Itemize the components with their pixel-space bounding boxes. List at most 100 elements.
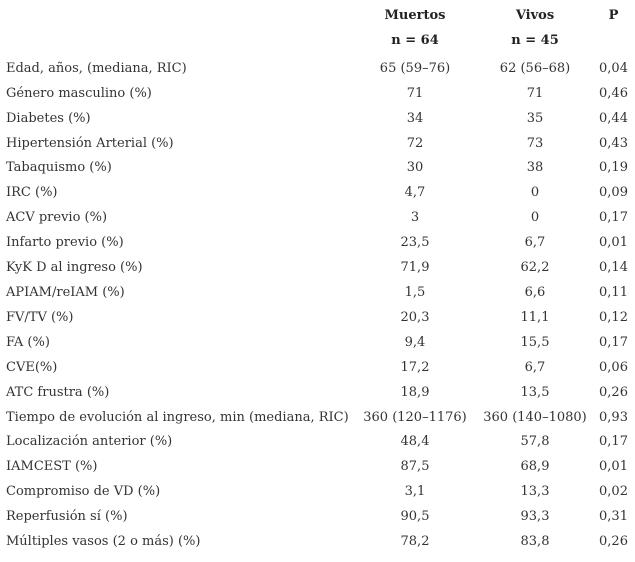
p-value: 0,17 bbox=[599, 210, 628, 226]
muertos-value: 78,2 bbox=[400, 534, 430, 550]
vivos-value: 71 bbox=[526, 85, 544, 101]
muertos-value: 9,4 bbox=[404, 334, 426, 350]
vivos-value: 0 bbox=[530, 210, 540, 226]
muertos-value: 34 bbox=[406, 110, 424, 126]
vivos-value: 0 bbox=[530, 185, 540, 201]
table-row: Compromiso de VD (%) 3,1 13,3 0,02 bbox=[0, 480, 635, 505]
p-value: 0,44 bbox=[599, 110, 628, 126]
vivos-value: 13,3 bbox=[520, 484, 550, 500]
p-value: 0,46 bbox=[599, 85, 628, 101]
table-row: FV/TV (%) 20,3 11,1 0,12 bbox=[0, 306, 635, 331]
vivos-value: 62 (56–68) bbox=[499, 60, 571, 76]
row-label: CVE(%) bbox=[6, 359, 58, 375]
vivos-count-header: n = 45 bbox=[511, 32, 559, 48]
row-label: Edad, años, (mediana, RIC) bbox=[6, 60, 187, 76]
row-label: Género masculino (%) bbox=[6, 85, 152, 101]
p-value: 0,17 bbox=[599, 434, 628, 450]
row-label: KyK D al ingreso (%) bbox=[6, 260, 143, 276]
table-row: KyK D al ingreso (%) 71,9 62,2 0,14 bbox=[0, 256, 635, 281]
p-value: 0,19 bbox=[599, 160, 628, 176]
table-body: Edad, años, (mediana, RIC) 65 (59–76) 62 (… bbox=[0, 54, 635, 555]
empty-header-cell bbox=[0, 29, 352, 54]
vivos-value: 57,8 bbox=[520, 434, 550, 450]
column-header-muertos: Muertos bbox=[384, 8, 446, 23]
muertos-value: 30 bbox=[406, 160, 424, 176]
table-row: ATC frustra (%) 18,9 13,5 0,26 bbox=[0, 381, 635, 406]
row-label: FV/TV (%) bbox=[6, 309, 74, 325]
header-row-counts: n = 64 n = 45 bbox=[0, 29, 635, 54]
muertos-value: 87,5 bbox=[400, 459, 430, 475]
table-row: APIAM/reIAM (%) 1,5 6,6 0,11 bbox=[0, 281, 635, 306]
p-value: 0,43 bbox=[599, 135, 628, 151]
vivos-value: 11,1 bbox=[520, 309, 550, 325]
table-row: CVE(%) 17,2 6,7 0,06 bbox=[0, 356, 635, 381]
muertos-value: 71 bbox=[406, 85, 424, 101]
vivos-value: 6,7 bbox=[524, 235, 546, 251]
row-label: Localización anterior (%) bbox=[6, 434, 173, 450]
vivos-value: 93,3 bbox=[520, 509, 550, 525]
vivos-value: 13,5 bbox=[520, 384, 550, 400]
p-value: 0,93 bbox=[599, 409, 628, 425]
muertos-value: 17,2 bbox=[400, 359, 430, 375]
table-row: Múltiples vasos (2 o más) (%) 78,2 83,8 0,2… bbox=[0, 530, 635, 555]
p-value: 0,09 bbox=[599, 185, 628, 201]
p-value: 0,14 bbox=[599, 260, 628, 276]
table-row: IAMCEST (%) 87,5 68,9 0,01 bbox=[0, 455, 635, 480]
table-row: ACV previo (%) 3 0 0,17 bbox=[0, 206, 635, 231]
empty-header-cell bbox=[592, 29, 635, 54]
table-row: Edad, años, (mediana, RIC) 65 (59–76) 62 (… bbox=[0, 54, 635, 82]
muertos-value: 20,3 bbox=[400, 309, 430, 325]
p-value: 0,04 bbox=[599, 60, 628, 76]
vivos-value: 6,7 bbox=[524, 359, 546, 375]
table-row: Género masculino (%) 71 71 0,46 bbox=[0, 82, 635, 107]
muertos-value: 3 bbox=[410, 210, 420, 226]
row-label: Múltiples vasos (2 o más) (%) bbox=[6, 534, 201, 550]
muertos-value: 18,9 bbox=[400, 384, 430, 400]
vivos-value: 83,8 bbox=[520, 534, 550, 550]
row-label: Diabetes (%) bbox=[6, 110, 91, 126]
muertos-value: 72 bbox=[406, 135, 424, 151]
table-row: FA (%) 9,4 15,5 0,17 bbox=[0, 331, 635, 356]
column-header-p: P bbox=[608, 8, 619, 23]
vivos-value: 15,5 bbox=[520, 334, 550, 350]
vivos-value: 6,6 bbox=[524, 284, 546, 300]
muertos-value: 4,7 bbox=[404, 185, 426, 201]
row-label: IAMCEST (%) bbox=[6, 459, 98, 475]
table-header: Muertos Vivos P n = 64 n = 45 bbox=[0, 4, 635, 54]
vivos-value: 360 (140–1080) bbox=[483, 409, 587, 425]
muertos-value: 3,1 bbox=[404, 484, 426, 500]
vivos-value: 35 bbox=[526, 110, 544, 126]
p-value: 0,26 bbox=[599, 384, 628, 400]
header-row-groups: Muertos Vivos P bbox=[0, 4, 635, 29]
p-value: 0,06 bbox=[599, 359, 628, 375]
row-label: Hipertensión Arterial (%) bbox=[6, 135, 174, 151]
muertos-value: 360 (120–1176) bbox=[363, 409, 467, 425]
p-value: 0,01 bbox=[599, 459, 628, 475]
row-label: FA (%) bbox=[6, 334, 50, 350]
vivos-value: 62,2 bbox=[520, 260, 550, 276]
row-label: IRC (%) bbox=[6, 185, 58, 201]
muertos-value: 90,5 bbox=[400, 509, 430, 525]
row-label: ACV previo (%) bbox=[6, 210, 108, 226]
column-header-vivos: Vivos bbox=[515, 8, 555, 23]
table-row: Diabetes (%) 34 35 0,44 bbox=[0, 107, 635, 132]
muertos-value: 1,5 bbox=[404, 284, 426, 300]
table-row: Tabaquismo (%) 30 38 0,19 bbox=[0, 156, 635, 181]
row-label: Infarto previo (%) bbox=[6, 235, 124, 251]
p-value: 0,26 bbox=[599, 534, 628, 550]
muertos-value: 23,5 bbox=[400, 235, 430, 251]
muertos-value: 48,4 bbox=[400, 434, 430, 450]
muertos-count-header: n = 64 bbox=[391, 32, 439, 48]
row-label: Compromiso de VD (%) bbox=[6, 484, 161, 500]
comparison-table: Muertos Vivos P n = 64 n = 45 Edad, años… bbox=[0, 4, 635, 555]
p-value: 0,11 bbox=[599, 284, 628, 300]
table-row: IRC (%) 4,7 0 0,09 bbox=[0, 181, 635, 206]
row-label: APIAM/reIAM (%) bbox=[6, 284, 125, 300]
vivos-value: 38 bbox=[526, 160, 544, 176]
p-value: 0,02 bbox=[599, 484, 628, 500]
table-row: Localización anterior (%) 48,4 57,8 0,17 bbox=[0, 430, 635, 455]
table-row: Reperfusión sí (%) 90,5 93,3 0,31 bbox=[0, 505, 635, 530]
row-label: Reperfusión sí (%) bbox=[6, 509, 128, 525]
muertos-value: 71,9 bbox=[400, 260, 430, 276]
table-row: Hipertensión Arterial (%) 72 73 0,43 bbox=[0, 132, 635, 157]
